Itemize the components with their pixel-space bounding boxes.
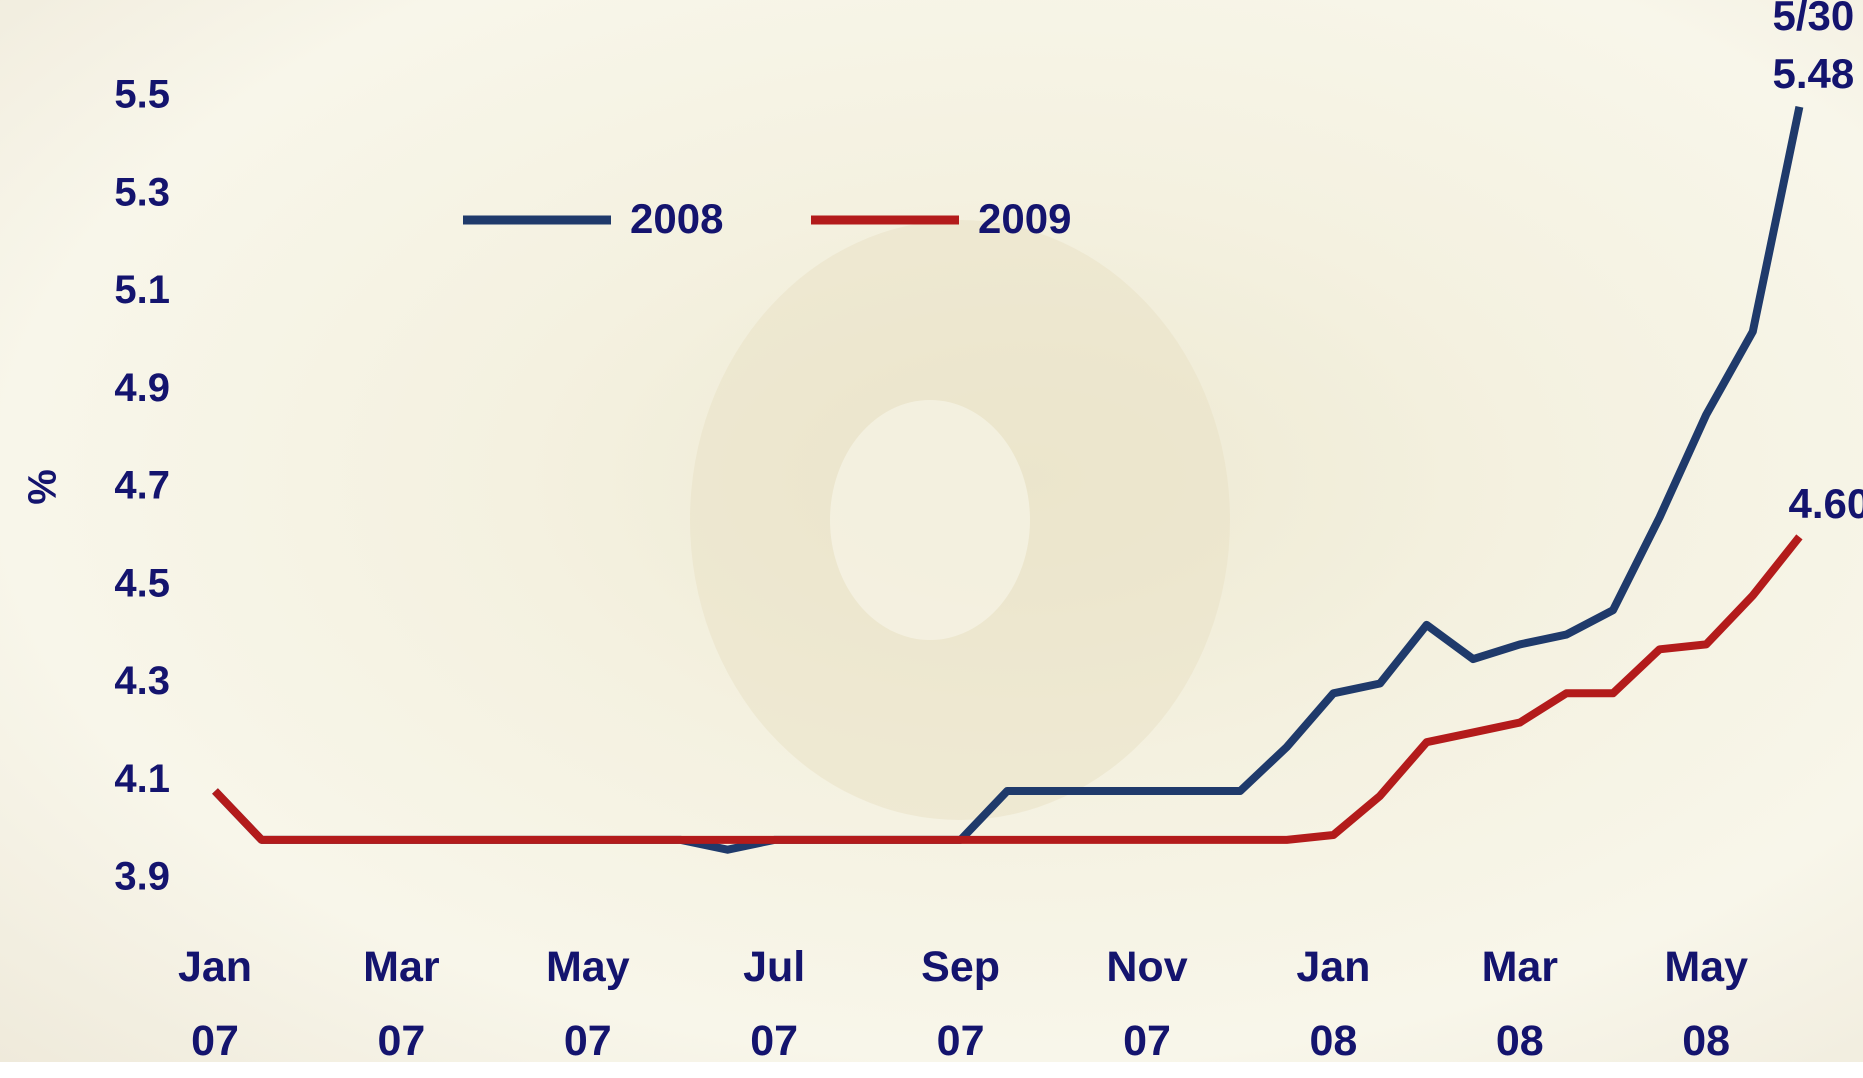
x-tick-label: Jul 07 [694,930,854,1078]
y-tick-label: 4.1 [114,757,170,801]
x-tick-label: May 07 [508,930,668,1078]
x-tick-label: Sep 07 [881,930,1041,1078]
x-tick-label: Jan 07 [135,930,295,1078]
x-tick-label: Jan 08 [1253,930,1413,1078]
y-tick-label: 5.1 [114,268,170,312]
y-axis-label: % [21,469,65,505]
x-tick-label: Mar 08 [1440,930,1600,1078]
y-tick-label: 4.3 [114,659,170,703]
annotation: 5/30 [1773,0,1855,39]
y-tick-label: 4.7 [114,464,170,508]
y-tick-label: 5.5 [114,73,170,117]
legend-label: 2009 [978,195,1071,242]
y-tick-label: 4.5 [114,561,170,605]
annotation: 4.60 [1789,480,1863,527]
x-tick-label: Mar 07 [321,930,481,1078]
chart: % 3.9 4.1 4.3 4.5 4.7 4.9 5.1 5.3 5.5 2008 2009 5/3… [0,0,1863,1062]
legend-label: 2008 [630,195,723,242]
x-tick-label: May 08 [1626,930,1786,1078]
x-tick-label: Nov 07 [1067,930,1227,1078]
y-tick-label: 5.3 [114,170,170,214]
y-tick-label: 4.9 [114,366,170,410]
y-tick-label: 3.9 [114,855,170,899]
background-seal-center [830,400,1030,640]
chart-page: % 3.9 4.1 4.3 4.5 4.7 4.9 5.1 5.3 5.5 2008 2009 5/3… [0,0,1863,1062]
annotation: 5.48 [1773,50,1855,97]
